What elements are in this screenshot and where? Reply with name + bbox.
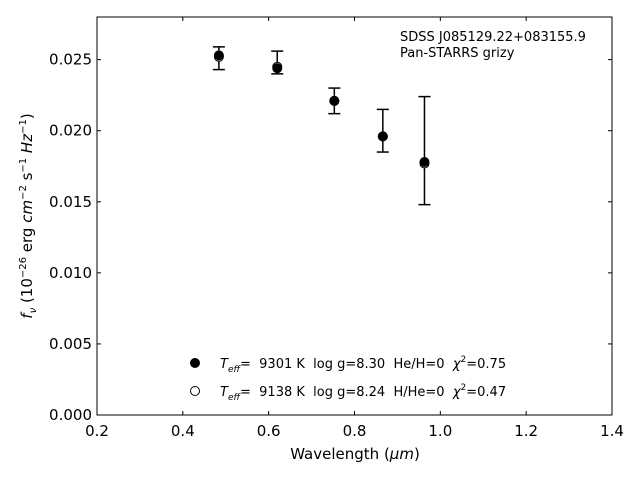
annotation-line-1: SDSS J085129.22+083155.9: [400, 30, 586, 45]
legend-marker-open: [190, 386, 200, 396]
y-tick-label: 0.010: [49, 264, 92, 282]
x-tick-label: 1.0: [428, 422, 452, 440]
x-tick-label: 1.2: [514, 422, 538, 440]
model-point-filled: [419, 156, 430, 167]
y-tick-label: 0.025: [49, 51, 92, 69]
x-tick-label: 0.4: [171, 422, 195, 440]
axis-ticks: 0.2 0.4 0.6 0.8 1.0 1.2 1.4 0.000 0.005 0.010 0.01…: [49, 17, 624, 440]
plot-border: [96, 16, 613, 416]
y-tick-label: 0.020: [49, 122, 92, 140]
model-point-filled: [377, 131, 388, 142]
y-tick-label: 0.000: [49, 406, 92, 424]
x-tick-label: 0.2: [85, 422, 109, 440]
y-axis-label: fν (10−26 erg cm−2 s−1 Hz−1): [18, 113, 39, 318]
legend: Teff= 9301 K log g=8.30 He/H=0 χ2=0.75 T…: [190, 355, 506, 403]
legend-entry-2: Teff= 9138 K log g=8.24 H/He=0 χ2=0.47: [220, 383, 506, 403]
model-point-filled: [329, 95, 340, 106]
y-tick-label: 0.015: [49, 193, 92, 211]
x-tick-label: 1.4: [600, 422, 624, 440]
legend-entry-1: Teff= 9301 K log g=8.30 He/H=0 χ2=0.75: [220, 355, 506, 375]
x-tick-label: 0.8: [343, 422, 367, 440]
x-tick-label: 0.6: [257, 422, 281, 440]
model-point-filled: [272, 63, 283, 74]
x-axis-label: Wavelength (μm): [290, 445, 420, 463]
plot-frame: [96, 16, 613, 416]
legend-marker-filled: [190, 358, 200, 368]
annotation: SDSS J085129.22+083155.9 Pan-STARRS griz…: [400, 30, 586, 61]
data-marks: [212, 46, 431, 206]
y-tick-label: 0.005: [49, 335, 92, 353]
annotation-line-2: Pan-STARRS grizy: [400, 46, 515, 61]
model-point-filled: [213, 50, 224, 61]
